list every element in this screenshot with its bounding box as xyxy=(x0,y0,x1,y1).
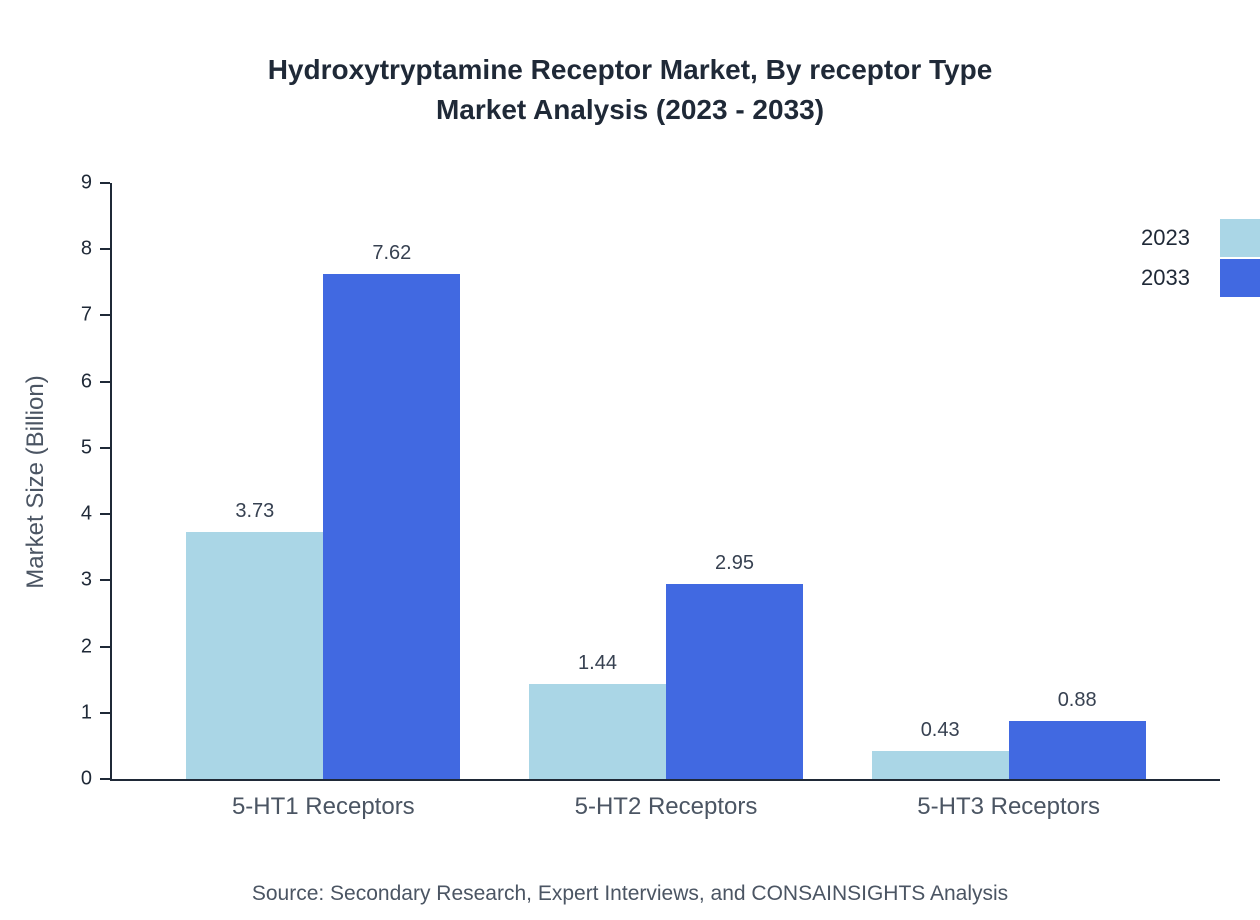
legend-item-2023: 2023 xyxy=(1138,218,1260,258)
source-note: Source: Secondary Research, Expert Inter… xyxy=(251,882,1009,905)
y-axis-tick xyxy=(100,182,110,184)
y-axis-tick xyxy=(100,248,110,251)
legend-swatch xyxy=(1220,259,1260,297)
bar-2023-5-ht1-receptors xyxy=(186,532,324,779)
y-axis-tick xyxy=(100,579,110,582)
bar-2033-5-ht1-receptors xyxy=(323,274,461,779)
bar-value-label: 0.88 xyxy=(1057,688,1097,711)
y-axis-tick-label: 1 xyxy=(80,701,92,724)
y-axis-tick-label: 2 xyxy=(80,635,92,658)
y-axis-tick-label: 5 xyxy=(80,436,92,459)
plot-area: 0 1 2 3 4 5 6 7 8 9 3.73 7.62 5-HT1 Receptors 1.44 2.9… xyxy=(81,172,1220,820)
legend-label: 2023 xyxy=(1141,225,1190,250)
bar-value-label: 0.43 xyxy=(920,718,960,741)
legend: 2023 2033 xyxy=(1138,218,1260,298)
legend-swatch xyxy=(1220,219,1260,257)
y-axis-tick xyxy=(100,711,110,714)
y-axis-title: Market Size (Billion) xyxy=(22,375,49,589)
legend-label: 2033 xyxy=(1141,265,1190,290)
y-axis-tick-label: 6 xyxy=(80,370,92,393)
x-axis-label: 5-HT3 Receptors xyxy=(917,793,1101,820)
y-axis-tick xyxy=(100,314,110,317)
bar-2033-5-ht3-receptors xyxy=(1008,720,1146,779)
x-axis-label: 5-HT2 Receptors xyxy=(574,793,758,820)
bar-value-label: 7.62 xyxy=(372,242,412,265)
chart-title: Hydroxytryptamine Receptor Market, By re… xyxy=(267,54,993,125)
y-axis-tick-label: 8 xyxy=(80,237,92,260)
x-axis-label: 5-HT1 Receptors xyxy=(231,793,415,820)
y-axis-tick-label: 3 xyxy=(80,568,92,591)
y-axis-tick-label: 9 xyxy=(80,171,92,194)
bar-2023-5-ht3-receptors xyxy=(871,750,1009,779)
legend-item-2033: 2033 xyxy=(1138,258,1260,298)
y-axis-tick-label: 7 xyxy=(80,303,92,326)
y-axis-tick xyxy=(100,645,110,648)
bar-value-label: 3.73 xyxy=(235,499,275,522)
y-axis-tick xyxy=(100,380,110,383)
bar-2023-5-ht2-receptors xyxy=(529,683,666,779)
bar-value-label: 1.44 xyxy=(578,651,617,674)
y-axis-tick xyxy=(100,778,110,780)
bar-value-label: 2.95 xyxy=(715,551,754,574)
y-axis-tick xyxy=(100,513,110,516)
y-axis-tick-label: 4 xyxy=(80,502,92,525)
y-axis-tick-label: 0 xyxy=(80,767,92,790)
y-axis-tick xyxy=(100,446,110,449)
bar-2033-5-ht2-receptors xyxy=(666,583,803,779)
